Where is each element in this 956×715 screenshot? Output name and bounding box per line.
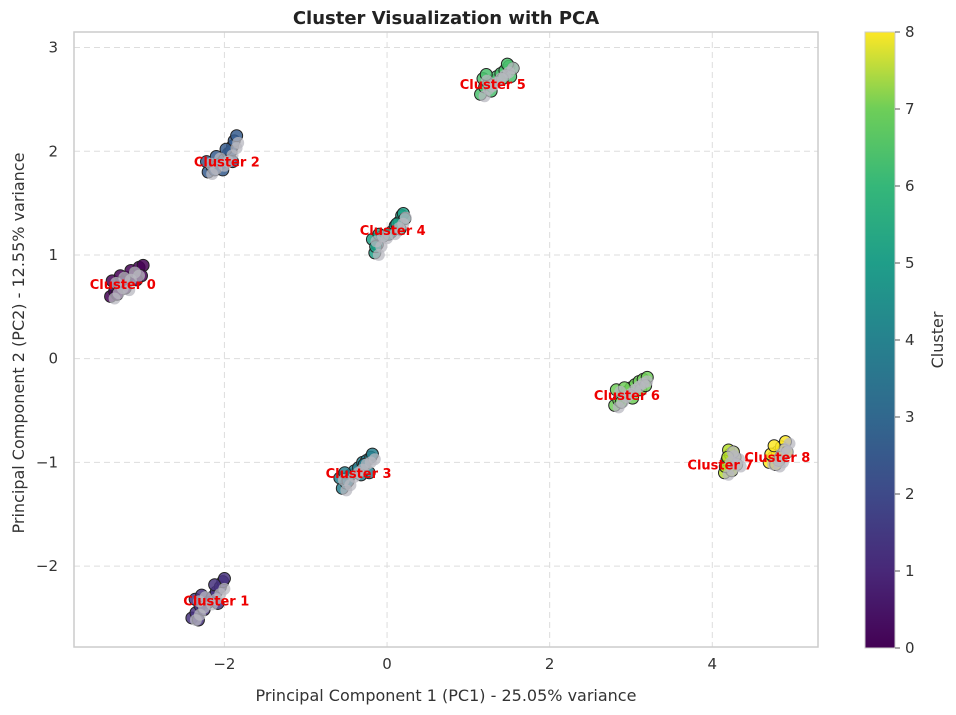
colorbar-tick-label: 2: [905, 485, 915, 503]
x-tick-label: 4: [708, 655, 718, 673]
colorbar-tick-label: 3: [905, 408, 915, 426]
y-tick-label: −2: [36, 557, 58, 575]
data-point-overlay: [641, 375, 654, 388]
cluster-label: Cluster 3: [326, 467, 392, 482]
data-point-overlay: [232, 136, 245, 149]
x-tick-label: 2: [545, 655, 555, 673]
cluster-label: Cluster 2: [194, 156, 260, 171]
data-point-overlay: [399, 211, 412, 224]
x-axis-ticks: −2 0 2 4: [213, 655, 717, 673]
data-point-overlay: [337, 473, 350, 486]
colorbar-tick-label: 8: [905, 23, 915, 41]
data-point-overlay: [123, 284, 136, 297]
grid-lines: [74, 32, 818, 647]
y-tick-label: 3: [48, 39, 58, 57]
colorbar-label: Cluster: [928, 311, 947, 368]
colorbar-tick-label: 5: [905, 254, 915, 272]
cluster-label: Cluster 1: [183, 594, 249, 609]
cluster-label: Cluster 6: [594, 389, 660, 404]
data-points: [104, 57, 796, 627]
colorbar-tick-label: 1: [905, 562, 915, 580]
data-point-overlay: [368, 453, 381, 466]
y-tick-label: 2: [48, 142, 58, 160]
cluster-label: Cluster 7: [687, 458, 753, 473]
cluster-label: Cluster 4: [360, 224, 426, 239]
x-tick-label: 0: [382, 655, 392, 673]
colorbar-tick-label: 6: [905, 177, 915, 195]
y-axis-ticks: −2 −1 0 1 2 3: [36, 39, 58, 576]
data-point-overlay: [204, 157, 217, 170]
data-point-overlay: [726, 445, 739, 458]
data-point-overlay: [218, 582, 231, 595]
data-point-overlay: [776, 456, 789, 469]
data-point-overlay: [132, 269, 145, 282]
data-point-overlay: [507, 62, 520, 75]
data-point-overlay: [734, 460, 747, 473]
y-tick-label: 0: [48, 350, 58, 368]
colorbar-tick-label: 4: [905, 331, 915, 349]
cluster-label: Cluster 8: [744, 451, 810, 466]
data-point-overlay: [614, 385, 627, 398]
cluster-label: Cluster 5: [460, 78, 526, 93]
data-point-cluster-8: [767, 439, 781, 453]
chart-title: Cluster Visualization with PCA: [293, 8, 599, 29]
cluster-labels: Cluster 0 Cluster 1 Cluster 2 Cluster 3 Clus…: [90, 78, 811, 609]
plot-frame: [73, 31, 819, 648]
y-tick-label: −1: [36, 453, 58, 471]
data-point-overlay: [781, 445, 794, 458]
y-tick-label: 1: [48, 246, 58, 264]
colorbar-tick-label: 0: [905, 639, 915, 657]
y-axis-label: Principal Component 2 (PC2) - 12.55% var…: [9, 153, 28, 534]
cluster-label: Cluster 0: [90, 278, 156, 293]
colorbar: [864, 31, 896, 649]
x-axis-label: Principal Component 1 (PC1) - 25.05% var…: [256, 686, 637, 705]
colorbar-tick-label: 7: [905, 100, 915, 118]
colorbar-ticks: 0 1 2 3 4 5 6 7 8: [895, 23, 915, 657]
x-tick-label: −2: [213, 655, 235, 673]
